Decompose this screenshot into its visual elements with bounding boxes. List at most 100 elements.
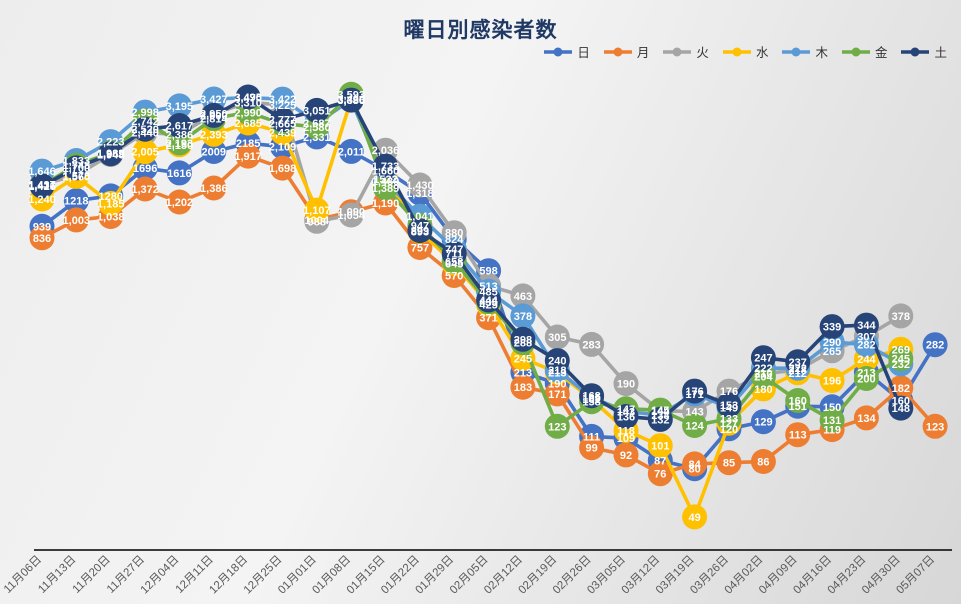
data-point-土[interactable]: [579, 383, 605, 409]
data-label-日: 1280: [98, 191, 122, 203]
data-label-金: 158: [582, 397, 600, 409]
legend-item-月[interactable]: 月: [603, 42, 649, 61]
data-point-火[interactable]: [544, 324, 570, 350]
data-point-月[interactable]: [132, 176, 158, 202]
data-point-月[interactable]: [647, 461, 673, 487]
data-point-土[interactable]: [338, 87, 364, 113]
data-point-月[interactable]: [29, 225, 55, 251]
data-point-土[interactable]: [166, 113, 192, 138]
data-point-土[interactable]: [785, 349, 811, 375]
legend-item-金[interactable]: 金: [841, 42, 887, 61]
data-point-月[interactable]: [853, 405, 879, 431]
data-label-日: 2,109: [269, 142, 297, 154]
data-point-土[interactable]: [647, 406, 673, 432]
data-point-土[interactable]: [270, 107, 295, 133]
data-point-月[interactable]: [510, 374, 536, 400]
data-point-月[interactable]: [785, 422, 811, 448]
data-point-土[interactable]: [407, 218, 433, 244]
data-point-日[interactable]: [922, 332, 948, 358]
data-point-水[interactable]: [647, 433, 673, 459]
data-point-月[interactable]: [750, 449, 776, 474]
legend-item-土[interactable]: 土: [900, 42, 947, 61]
data-label-土: 3,386: [337, 95, 365, 107]
data-point-土[interactable]: [132, 116, 158, 142]
data-point-日[interactable]: [750, 409, 776, 435]
data-point-月[interactable]: [922, 413, 948, 439]
data-point-土[interactable]: [853, 312, 879, 338]
data-point-火[interactable]: [579, 331, 605, 357]
data-point-水[interactable]: [819, 368, 845, 393]
legend-item-火[interactable]: 火: [662, 42, 709, 61]
legend-item-日[interactable]: 日: [543, 42, 590, 61]
data-point-金[interactable]: [682, 413, 708, 438]
data-point-土[interactable]: [819, 314, 845, 340]
legend-label: 火: [696, 46, 709, 60]
data-label-火: 3,310: [234, 97, 262, 109]
data-label-木: 3,470: [234, 93, 262, 105]
data-point-水[interactable]: [682, 504, 708, 530]
data-point-土[interactable]: [373, 153, 398, 179]
data-point-金[interactable]: [853, 366, 879, 391]
data-point-水[interactable]: [132, 139, 158, 165]
data-label-火: 880: [445, 228, 463, 240]
data-point-月[interactable]: [166, 189, 192, 215]
data-point-火[interactable]: [613, 371, 639, 397]
data-point-月[interactable]: [235, 143, 261, 169]
data-label-水: 645: [445, 258, 463, 270]
data-point-月[interactable]: [716, 450, 742, 476]
data-point-月[interactable]: [63, 207, 89, 233]
data-point-月[interactable]: [613, 442, 639, 468]
data-point-土[interactable]: [304, 97, 330, 123]
data-point-土[interactable]: [441, 241, 467, 267]
data-point-土[interactable]: [510, 326, 536, 352]
data-point-土[interactable]: [476, 287, 502, 313]
data-point-土[interactable]: [235, 84, 261, 110]
data-point-金[interactable]: [888, 346, 914, 371]
data-point-日[interactable]: [338, 138, 364, 164]
data-point-木[interactable]: [166, 93, 192, 119]
data-point-月[interactable]: [201, 175, 227, 201]
data-point-金[interactable]: [750, 364, 776, 390]
data-point-土[interactable]: [613, 404, 639, 429]
data-point-土[interactable]: [888, 395, 914, 421]
data-point-日[interactable]: [166, 160, 192, 186]
data-label-火: 307: [857, 331, 875, 343]
data-label-水: 3,420: [337, 94, 365, 106]
data-point-火[interactable]: [407, 172, 433, 198]
data-point-火[interactable]: [338, 202, 364, 228]
data-point-土[interactable]: [682, 378, 708, 404]
data-label-金: 2,665: [269, 119, 297, 131]
data-point-土[interactable]: [29, 173, 55, 199]
data-point-火[interactable]: [510, 283, 536, 309]
data-point-金[interactable]: [544, 413, 570, 439]
data-point-月[interactable]: [270, 155, 295, 181]
data-point-金[interactable]: [166, 130, 192, 156]
data-label-火: 1,437: [28, 180, 56, 192]
data-point-日[interactable]: [63, 188, 89, 214]
data-point-水[interactable]: [304, 197, 330, 223]
data-point-金[interactable]: [785, 388, 811, 413]
data-point-水[interactable]: [98, 190, 124, 216]
data-point-金[interactable]: [819, 407, 845, 433]
data-label-土: 153: [720, 400, 738, 412]
data-point-木[interactable]: [270, 86, 295, 112]
data-point-土[interactable]: [98, 141, 124, 167]
data-point-日[interactable]: [201, 139, 227, 164]
data-point-月[interactable]: [544, 381, 570, 407]
data-point-火[interactable]: [888, 303, 914, 329]
data-label-日: 2,011: [338, 146, 365, 158]
data-label-水: 425: [479, 299, 497, 311]
data-point-土[interactable]: [716, 392, 742, 418]
data-point-月[interactable]: [579, 435, 605, 461]
data-point-木[interactable]: [510, 303, 536, 329]
data-point-土[interactable]: [201, 102, 227, 128]
legend-item-水[interactable]: 水: [722, 42, 768, 61]
data-label-金: 1,389: [372, 183, 400, 195]
data-point-土[interactable]: [544, 348, 570, 374]
data-label-水: 118: [617, 425, 635, 437]
data-point-土[interactable]: [750, 345, 776, 371]
data-label-土: 899: [411, 226, 429, 238]
data-point-月[interactable]: [682, 451, 708, 477]
legend-item-木[interactable]: 木: [781, 42, 828, 61]
data-point-土[interactable]: [63, 155, 89, 181]
